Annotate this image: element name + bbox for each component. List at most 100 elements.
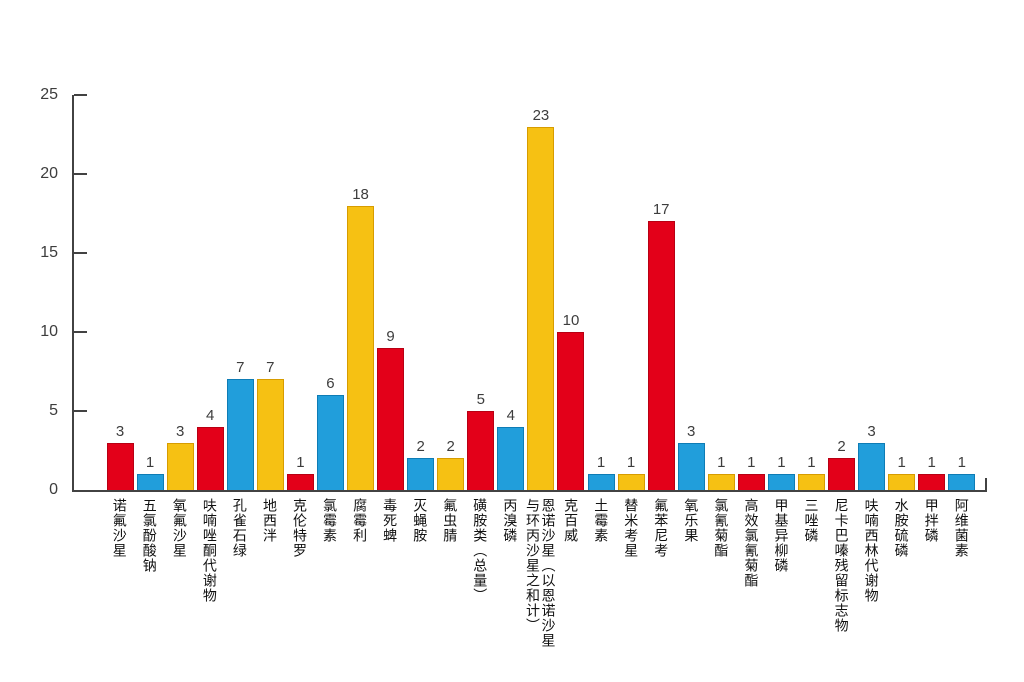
x-category-label: 诺氟沙星: [110, 498, 126, 558]
x-label-cell: 氯霉素: [313, 498, 343, 543]
bar: [226, 379, 254, 490]
x-label-cell: 五氯酚酸钠: [133, 498, 163, 573]
bar: [106, 442, 134, 490]
x-label-cell: 甲基异柳磷: [765, 498, 795, 573]
bar: [707, 474, 735, 490]
bar: [617, 474, 645, 490]
x-category-label: 土霉素: [592, 498, 608, 543]
bar-value-label: 6: [326, 375, 335, 393]
bar-value-label: 17: [652, 201, 670, 219]
y-tick-label: 5: [49, 402, 58, 419]
x-label-cell: 替米考星: [615, 498, 645, 558]
y-tick-mark: [74, 410, 87, 412]
x-label-cell: 丙溴磷: [494, 498, 524, 543]
y-tick-mark: [74, 173, 87, 175]
x-category-label: 尼卡巴嗪残留标志物: [832, 498, 848, 633]
x-category-label: 克百威: [562, 498, 578, 543]
bar-value-label: 9: [386, 327, 395, 345]
y-tick-label: 0: [49, 481, 58, 498]
bar: [557, 332, 585, 490]
y-tick-label: 15: [40, 244, 58, 261]
y-tick-label: 25: [40, 86, 58, 103]
x-category-label: 五氯酚酸钠: [140, 498, 156, 573]
x-category-label: 替米考星: [622, 498, 638, 558]
bar-slot: 2: [827, 439, 857, 490]
x-category-label: 甲拌磷: [922, 498, 938, 543]
bar-slot: 1: [887, 455, 917, 490]
x-label-cell: 诺氟沙星: [103, 498, 133, 558]
bar-value-label: 2: [446, 438, 455, 456]
bar: [377, 347, 405, 490]
bar-slot: 1: [766, 455, 796, 490]
bar-slot: 18: [346, 186, 376, 490]
x-label-cell: 腐霉利: [343, 498, 373, 543]
x-category-label: 氧氟沙星: [170, 498, 186, 558]
x-category-label: 呋喃西林代谢物: [862, 498, 878, 603]
bar: [196, 426, 224, 490]
bar-slot: 3: [676, 422, 706, 490]
bar-slot: 4: [496, 406, 526, 490]
bar-slot: 2: [406, 439, 436, 490]
bar-slot: 2: [436, 439, 466, 490]
bar: [858, 442, 886, 490]
x-label-cell: 氟苯尼考: [645, 498, 675, 558]
bar: [828, 458, 856, 490]
x-axis-category-labels: 诺氟沙星 五氯酚酸钠 氧氟沙星 呋喃唑酮代谢物 孔雀石绿 地西泮 克伦特罗 氯霉素 腐霉利 毒死蜱…: [103, 498, 975, 648]
x-category-label: 灭蝇胺: [411, 498, 427, 543]
bar-value-label: 23: [532, 106, 550, 124]
bar-slot: 1: [616, 455, 646, 490]
bar-slot: 1: [917, 455, 947, 490]
y-tick-label: 20: [40, 165, 58, 182]
bar-value-label: 5: [476, 391, 485, 408]
bar-slot: 7: [225, 360, 255, 490]
bar: [256, 379, 284, 490]
bar-value-label: 3: [867, 422, 876, 440]
bar-value-label: 4: [506, 406, 516, 424]
plot-area: 3 1 3 4 7 7 1 6 18 9 2 2 5 4 23 10 1 1 17 3 1 1 1 1 2 3 1 1 1: [72, 94, 987, 492]
bar-slot: 1: [285, 455, 315, 490]
bar-slot: 1: [706, 455, 736, 490]
x-label-cell: 氧乐果: [675, 498, 705, 543]
bar-slot: 3: [857, 422, 887, 490]
bar: [948, 474, 976, 490]
bar: [767, 474, 795, 490]
bar: [166, 442, 194, 490]
x-label-cell: 孔雀石绿: [223, 498, 253, 558]
bar-value-label: 1: [296, 454, 305, 472]
x-label-cell: 恩诺沙星（以恩诺沙星 与环丙沙星之和计）: [524, 498, 554, 648]
x-category-label: 三唑磷: [802, 498, 818, 543]
x-category-label: 氯氰菊酯: [712, 498, 728, 558]
bar-value-label: 2: [837, 438, 846, 456]
bar-value-label: 1: [747, 454, 756, 472]
x-category-label: 毒死蜱: [381, 498, 397, 543]
bar-value-label: 4: [206, 406, 215, 424]
bar: [136, 474, 164, 490]
bar-slot: 3: [105, 423, 135, 490]
x-category-label: 地西泮: [260, 498, 276, 543]
bar-slot: 1: [135, 455, 165, 490]
x-category-label: 阿维菌素: [952, 498, 968, 558]
bar-value-label: 10: [562, 312, 580, 329]
bar: [347, 205, 375, 490]
bar: [497, 426, 525, 490]
x-category-label: 克伦特罗: [291, 498, 306, 558]
bar-slot: 3: [165, 422, 195, 490]
x-axis-end-tick: [985, 478, 987, 490]
bar-slot: 10: [556, 313, 586, 490]
bar-value-label: 3: [687, 422, 696, 440]
bar-value-label: 3: [175, 422, 185, 440]
x-label-cell: 尼卡巴嗪残留标志物: [825, 498, 855, 633]
x-category-label: 氧乐果: [682, 498, 698, 543]
y-tick-label: 10: [40, 323, 58, 340]
y-tick-mark: [74, 331, 87, 333]
x-category-label: 孔雀石绿: [230, 498, 246, 558]
x-label-cell: 三唑磷: [795, 498, 825, 543]
bar-slot: 17: [646, 202, 676, 490]
x-label-cell: 灭蝇胺: [403, 498, 433, 543]
x-label-cell: 呋喃西林代谢物: [855, 498, 885, 603]
bar: [587, 474, 615, 490]
x-category-label: 高效氯氰菊酯: [742, 498, 758, 588]
bar-slot: 7: [255, 360, 285, 490]
y-tick-mark: [74, 94, 87, 96]
